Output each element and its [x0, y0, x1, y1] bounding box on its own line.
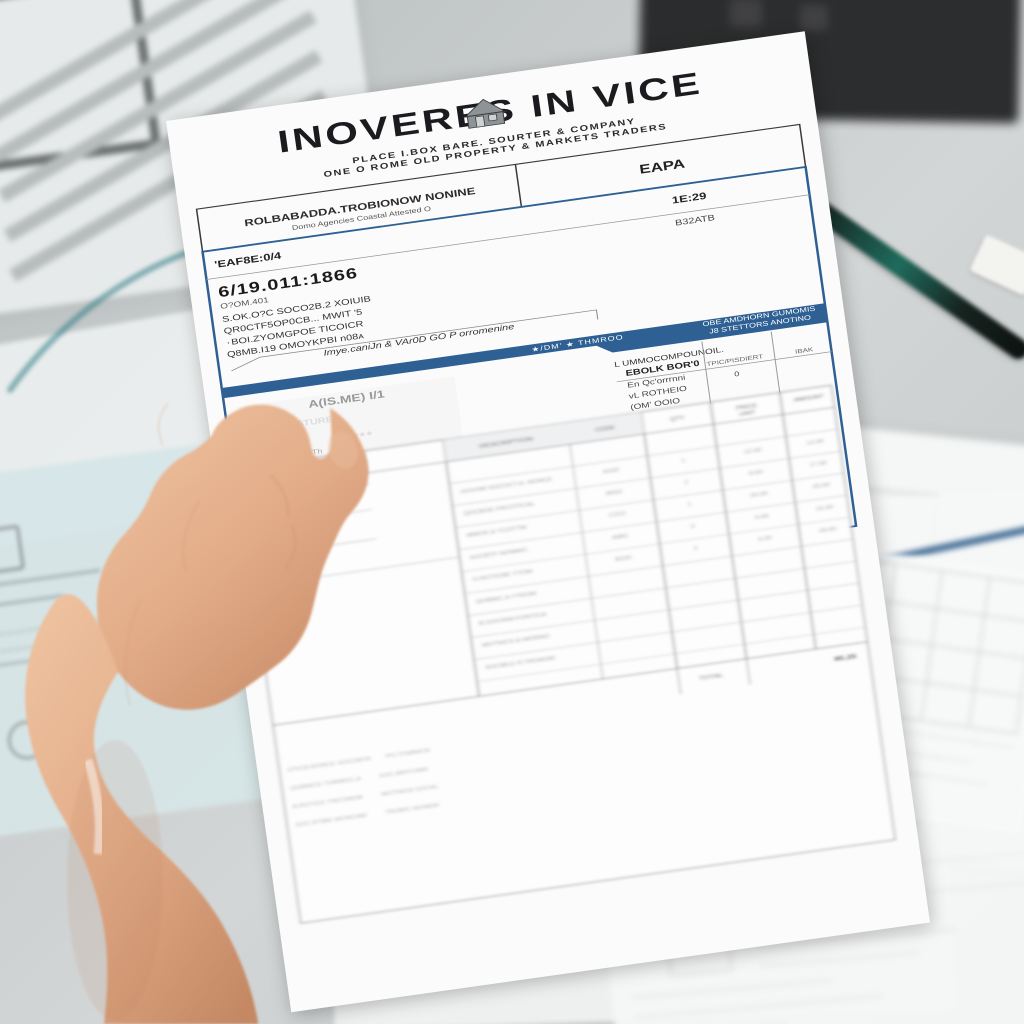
- svg-text:6/19.011:1866: 6/19.011:1866: [217, 264, 359, 300]
- svg-text:'EAF8E:0/4: 'EAF8E:0/4: [214, 251, 283, 270]
- svg-text:ROLBABADDA.TROBIONOW NONINE: ROLBABADDA.TROBIONOW NONINE: [244, 186, 477, 228]
- svg-text:TPIC/PISDIERT: TPIC/PISDIERT: [706, 354, 764, 368]
- svg-text:B3​2ATB: B3​2ATB: [675, 213, 716, 228]
- svg-text:1E:29: 1E:29: [671, 191, 707, 206]
- svg-text:0: 0: [734, 370, 741, 378]
- svg-text:IBAK: IBAK: [795, 347, 814, 355]
- svg-text:EAPA: EAPA: [638, 157, 686, 178]
